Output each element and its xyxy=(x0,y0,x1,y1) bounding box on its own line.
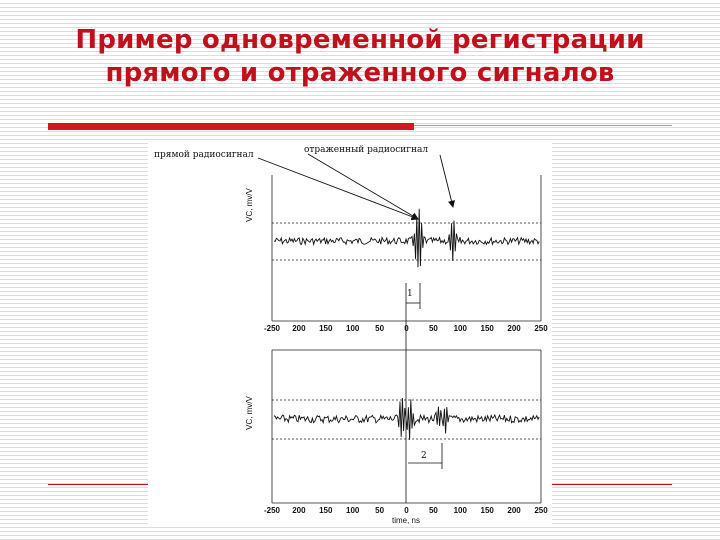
bottom-panel xyxy=(271,349,542,504)
top-tick-label: 150 xyxy=(319,324,333,333)
bottom-tick-label: 150 xyxy=(319,506,333,515)
ylabel-top: VC, mv/V xyxy=(245,187,254,221)
bottom-tick-label: 200 xyxy=(292,506,306,515)
title-line-2: прямого и отраженного сигналов xyxy=(105,58,615,88)
bottom-tick-label: 150 xyxy=(481,506,495,515)
interval-label-top: 1 xyxy=(407,289,413,299)
top-tick-label: 200 xyxy=(507,324,521,333)
accent-rule xyxy=(414,125,672,126)
oscilloscope-plot: VC, mv/V VC, mv/V прямой радиосигнал отр… xyxy=(154,145,548,525)
bottom-tick-label: -250 xyxy=(264,506,281,515)
slide-title: Пример одновременной регистрации прямого… xyxy=(40,24,680,90)
accent-bar xyxy=(48,123,414,130)
bottom-tick-label: 50 xyxy=(429,506,438,515)
arrow-direct xyxy=(257,157,419,221)
title-line-1: Пример одновременной регистрации xyxy=(75,25,645,55)
bottom-tick-label: 50 xyxy=(375,506,384,515)
top-tick-label: -250 xyxy=(264,324,281,333)
x-ticks-top: -250 200 150 100 50 0 50 100 150 200 250 xyxy=(264,324,548,333)
top-tick-label: 50 xyxy=(375,324,384,333)
trace-top xyxy=(273,208,540,268)
bottom-tick-label: 200 xyxy=(507,506,521,515)
ylabel-bottom: VC, mv/V xyxy=(245,395,254,429)
bottom-tick-label: 0 xyxy=(404,506,409,515)
annotation-direct: прямой радиосигнал xyxy=(154,150,254,160)
top-tick-label: 150 xyxy=(481,324,495,333)
top-panel xyxy=(271,175,542,322)
bottom-tick-label: 100 xyxy=(346,506,360,515)
annotation-reflected: отраженный радиосигнал xyxy=(304,145,428,155)
xlabel: time, ns xyxy=(392,516,420,525)
top-tick-label: 100 xyxy=(346,324,360,333)
top-tick-label: 100 xyxy=(454,324,468,333)
signal-figure: VC, mv/V VC, mv/V прямой радиосигнал отр… xyxy=(148,143,552,526)
arrow-direct-2 xyxy=(307,153,419,220)
arrow-reflected xyxy=(439,154,455,208)
bottom-tick-label: 250 xyxy=(534,506,548,515)
top-tick-label: 0 xyxy=(404,324,409,333)
trace-bottom xyxy=(273,397,540,440)
interval-label-bottom: 2 xyxy=(421,451,427,461)
bottom-tick-label: 100 xyxy=(454,506,468,515)
x-ticks-bottom: -250 200 150 100 50 0 50 100 150 200 250 xyxy=(264,506,548,515)
top-tick-label: 250 xyxy=(534,324,548,333)
top-tick-label: 200 xyxy=(292,324,306,333)
top-tick-label: 50 xyxy=(429,324,438,333)
